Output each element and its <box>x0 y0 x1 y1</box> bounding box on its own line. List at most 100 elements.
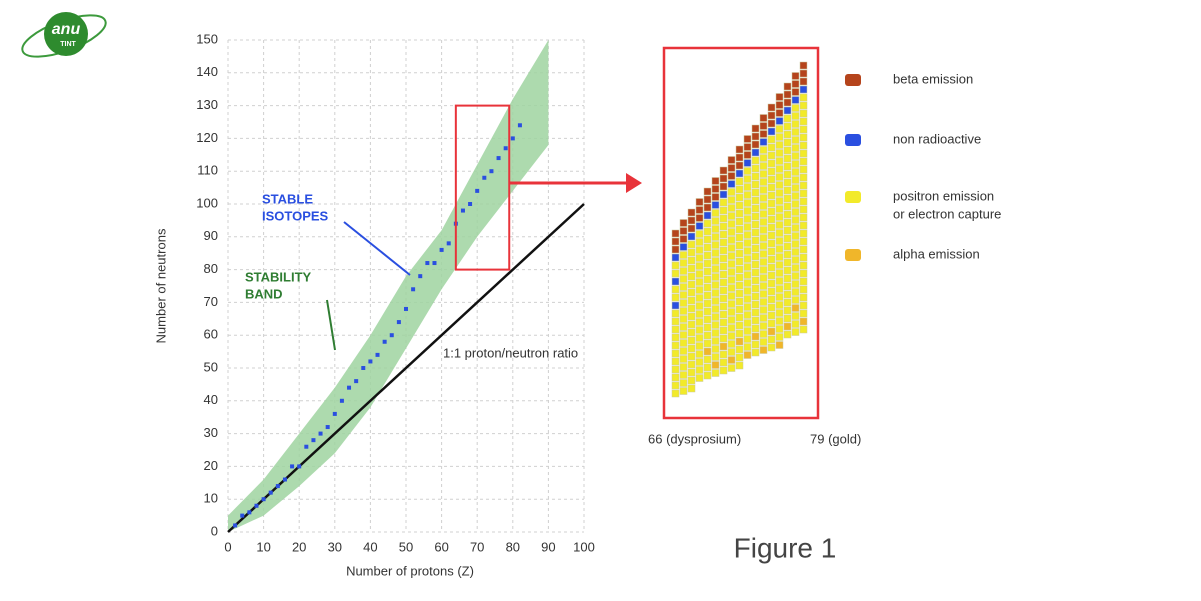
inset-cell <box>719 214 728 223</box>
inset-cell <box>735 209 744 218</box>
inset-cell <box>799 165 808 174</box>
inset-cell <box>671 349 680 358</box>
inset-cell <box>751 156 760 165</box>
inset-cell <box>735 337 744 346</box>
inset-cell <box>671 389 680 398</box>
inset-cell <box>711 257 720 265</box>
stable-isotope <box>297 464 302 469</box>
inset-cell <box>719 270 728 279</box>
inset-cell <box>775 157 784 165</box>
inset-cell <box>791 136 800 144</box>
inset-cell <box>727 260 736 268</box>
inset-cell <box>783 106 792 115</box>
inset-cell <box>783 306 792 315</box>
inset-cell <box>743 279 752 287</box>
inset-cell <box>767 263 776 272</box>
inset-cell <box>711 233 720 241</box>
inset-cell <box>679 339 688 347</box>
inset-cell <box>719 262 728 271</box>
inset-cell <box>711 193 720 201</box>
inset-cell <box>695 302 704 310</box>
inset-cell <box>799 141 808 150</box>
inset-cell <box>703 275 712 284</box>
x-tick-label: 70 <box>470 539 484 554</box>
legend-label: alpha emission <box>893 246 980 261</box>
inset-cell <box>759 226 768 234</box>
inset-cell <box>783 282 792 291</box>
inset-cell <box>767 135 776 144</box>
inset-cell <box>735 313 744 322</box>
inset-cell <box>679 347 688 355</box>
inset-cell <box>671 357 680 366</box>
inset-cell <box>799 309 808 318</box>
inset-cell <box>671 309 680 318</box>
inset-cell <box>703 227 712 236</box>
inset-cell <box>735 241 744 250</box>
inset-cell <box>751 244 760 253</box>
inset-cell <box>767 223 776 232</box>
inset-cell <box>799 245 808 254</box>
stable-isotope <box>268 490 273 495</box>
inset-end-label: 79 (gold) <box>810 431 861 446</box>
inset-cell <box>759 298 768 306</box>
inset-cell <box>695 238 704 246</box>
inset-cell <box>799 101 808 110</box>
inset-cell <box>719 358 728 367</box>
stable-isotope <box>439 247 444 252</box>
inset-cell <box>767 167 776 176</box>
inset-cell <box>799 149 808 158</box>
inset-cell <box>759 122 768 130</box>
inset-cell <box>719 230 728 239</box>
inset-cell <box>783 82 792 91</box>
inset-cell <box>703 267 712 276</box>
inset-cell <box>735 321 744 330</box>
inset-cell <box>791 328 800 336</box>
inset-cell <box>799 157 808 166</box>
inset-cell <box>703 195 712 204</box>
inset-cell <box>799 253 808 262</box>
inset-cell <box>759 250 768 258</box>
inset-cell <box>679 371 688 379</box>
stable-isotope <box>425 261 430 266</box>
inset-cell <box>687 376 696 385</box>
legend-swatch <box>845 191 861 203</box>
inset-cell <box>775 285 784 293</box>
inset-cell <box>759 162 768 170</box>
inset-cell <box>743 263 752 271</box>
inset-cell <box>711 313 720 321</box>
inset-cell <box>783 162 792 171</box>
inset-cell <box>687 360 696 369</box>
inset-cell <box>671 253 680 262</box>
inset-cell <box>759 178 768 186</box>
inset-cell <box>791 272 800 280</box>
inset-cell <box>735 201 744 210</box>
inset-cell <box>783 274 792 283</box>
inset-cell <box>775 237 784 245</box>
inset-cell <box>783 226 792 235</box>
inset-cell <box>799 61 808 70</box>
inset-cell <box>791 176 800 184</box>
inset-cell <box>799 125 808 134</box>
stable-isotope <box>503 146 508 151</box>
x-tick-label: 100 <box>573 539 595 554</box>
inset-cell <box>775 261 784 269</box>
inset-cell <box>767 319 776 328</box>
inset-cell <box>799 109 808 118</box>
inset-cell <box>679 323 688 331</box>
inset-cell <box>703 235 712 244</box>
inset-cell <box>695 270 704 278</box>
inset-cell <box>775 189 784 197</box>
inset-cell <box>775 309 784 317</box>
inset-cell <box>783 122 792 131</box>
inset-cell <box>687 256 696 265</box>
zoom-arrowhead <box>626 173 642 193</box>
annotation-arrow <box>326 299 336 351</box>
inset-cell <box>775 245 784 253</box>
inset-start-label: 66 (dysprosium) <box>648 431 741 446</box>
inset-cell <box>735 297 744 306</box>
inset-cell <box>727 212 736 220</box>
x-tick-label: 50 <box>399 539 413 554</box>
inset-cell <box>743 143 752 151</box>
inset-cell <box>751 260 760 269</box>
